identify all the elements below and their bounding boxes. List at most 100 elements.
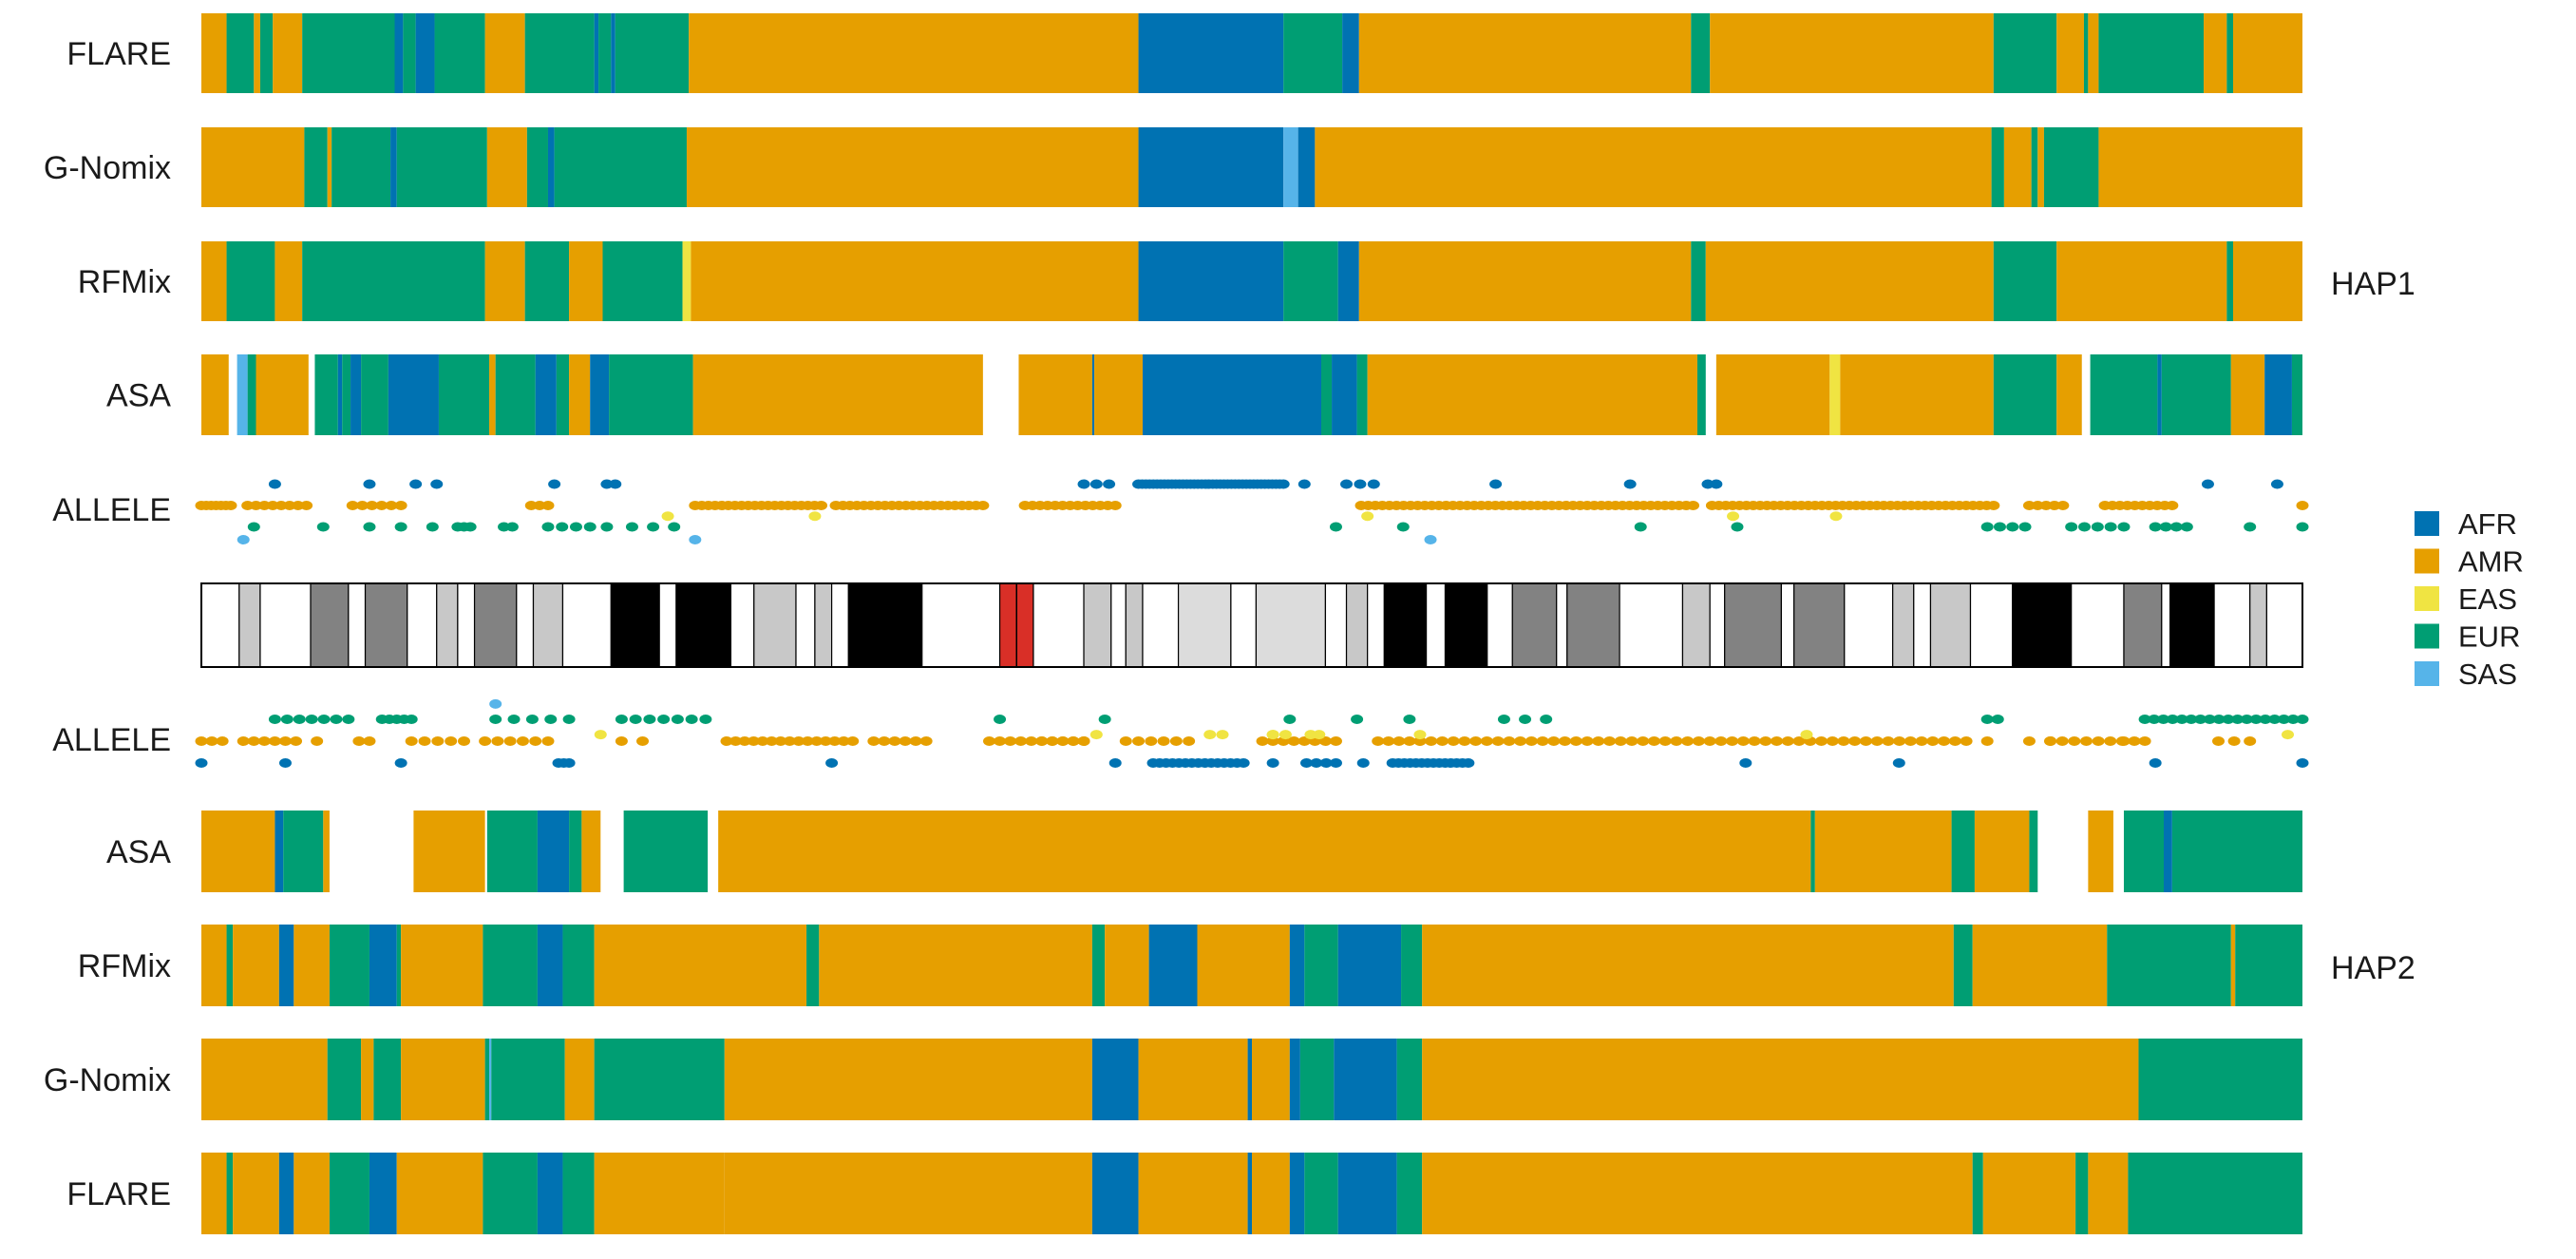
allele-dot-afr	[1892, 758, 1905, 768]
allele-dot-amr	[1726, 736, 1739, 746]
allele-dot-amr	[224, 501, 237, 510]
allele-dot-amr	[1559, 736, 1572, 746]
segment-amr	[569, 354, 591, 435]
allele-dot-eur	[505, 522, 519, 532]
segment-eur	[302, 241, 485, 321]
band-gneg	[795, 582, 816, 668]
allele-dot-amr	[1547, 736, 1561, 746]
segment-eur	[2161, 354, 2231, 435]
segment-afr	[1138, 13, 1284, 93]
allele-dot-amr	[1183, 736, 1196, 746]
band-gneg	[1487, 582, 1513, 668]
allele-dot-amr	[765, 736, 778, 746]
segment-afr	[1334, 1039, 1397, 1120]
segment-eur	[1356, 354, 1368, 435]
allele-dot-afr	[1367, 479, 1380, 489]
band-gpos100	[1383, 582, 1428, 668]
segment-eur	[602, 241, 683, 321]
legend-swatch-eas	[2415, 586, 2439, 611]
segment-eur	[1304, 1153, 1338, 1234]
segment-amr	[484, 13, 525, 93]
track-label: RFMix	[78, 948, 171, 984]
allele-dot-eur	[994, 715, 1007, 724]
allele-dot-eur	[2091, 522, 2104, 532]
segment-afr	[1142, 354, 1321, 435]
allele-dot-amr	[2138, 736, 2151, 746]
band-gneg	[200, 582, 240, 668]
allele-dot-amr	[1403, 736, 1416, 746]
allele-dot-amr	[899, 736, 912, 746]
segment-amr	[489, 354, 496, 435]
allele-dot-amr	[867, 736, 881, 746]
allele-dot-amr	[1025, 736, 1038, 746]
segment-eur	[2043, 127, 2099, 207]
allele-dot-afr	[1077, 479, 1090, 489]
band-gneg	[1913, 582, 1932, 668]
band-gpos100	[675, 582, 732, 668]
allele-dot-amr	[205, 736, 218, 746]
allele-label: ALLELE	[52, 492, 171, 528]
segment-eur	[302, 13, 395, 93]
allele-dot-eur	[668, 522, 681, 532]
allele-dot-amr	[1859, 736, 1872, 746]
allele-dot-amr	[2117, 736, 2131, 746]
allele-dot-eas	[1361, 511, 1374, 522]
band-gpos75	[1724, 582, 1783, 668]
allele-dot-amr	[783, 736, 796, 746]
band-gpos25	[1345, 582, 1369, 668]
allele-dot-eur	[2065, 522, 2078, 532]
allele-dot-amr	[774, 736, 787, 746]
track-label: ASA	[106, 834, 171, 870]
segment-amr	[361, 1039, 374, 1120]
allele-dot-amr	[1157, 736, 1170, 746]
band-gpos25	[1929, 582, 1972, 668]
allele-dot-afr	[268, 479, 281, 489]
allele-dot-amr	[2227, 736, 2241, 746]
segment-eur	[615, 13, 690, 93]
band-gneg	[407, 582, 438, 668]
allele-panel-hap1	[195, 479, 2309, 544]
allele-dot-eur	[305, 715, 318, 724]
segment-amr	[2233, 13, 2302, 93]
allele-dot-afr	[2270, 479, 2283, 489]
segment-amr	[1367, 354, 1697, 435]
track-label: RFMix	[78, 264, 171, 300]
allele-dot-eur	[1731, 522, 1744, 532]
band-gneg	[2265, 582, 2303, 668]
legend-swatch-eur	[2415, 623, 2439, 649]
allele-dot-afr	[1354, 479, 1367, 489]
allele-dot-eur	[2006, 522, 2019, 532]
segment-eur	[1304, 925, 1338, 1006]
segment-amr	[724, 1039, 1092, 1120]
segment-amr	[1358, 241, 1692, 321]
allele-dot-eur	[647, 522, 660, 532]
allele-dot-amr	[1503, 736, 1516, 746]
band-gpos75	[473, 582, 518, 668]
allele-dot-eur	[268, 715, 281, 724]
allele-dot-amr	[445, 736, 458, 746]
segment-eur	[247, 354, 256, 435]
allele-dot-eur	[342, 715, 355, 724]
allele-dot-amr	[828, 736, 842, 746]
allele-dot-amr	[431, 736, 445, 746]
segment-eur	[226, 1153, 234, 1234]
allele-dot-amr	[983, 736, 995, 746]
segment-eur	[2171, 811, 2302, 892]
allele-dot-amr	[720, 736, 733, 746]
segment-eur	[1991, 127, 2004, 207]
allele-dot-amr	[491, 736, 504, 746]
segment-amr	[1715, 354, 1830, 435]
allele-dot-amr	[311, 736, 324, 746]
segment-sas	[1283, 127, 1298, 207]
allele-dot-amr	[738, 736, 751, 746]
segment-afr	[1289, 925, 1305, 1006]
allele-dot-afr	[195, 758, 208, 768]
allele-dot-eur	[699, 715, 712, 724]
allele-dot-amr	[1287, 736, 1300, 746]
allele-dot-amr	[810, 736, 824, 746]
segment-afr	[394, 13, 404, 93]
allele-dot-amr	[1692, 736, 1705, 746]
allele-dot-amr	[1145, 736, 1158, 746]
allele-dot-amr	[366, 501, 379, 510]
allele-dot-eur	[247, 522, 260, 532]
